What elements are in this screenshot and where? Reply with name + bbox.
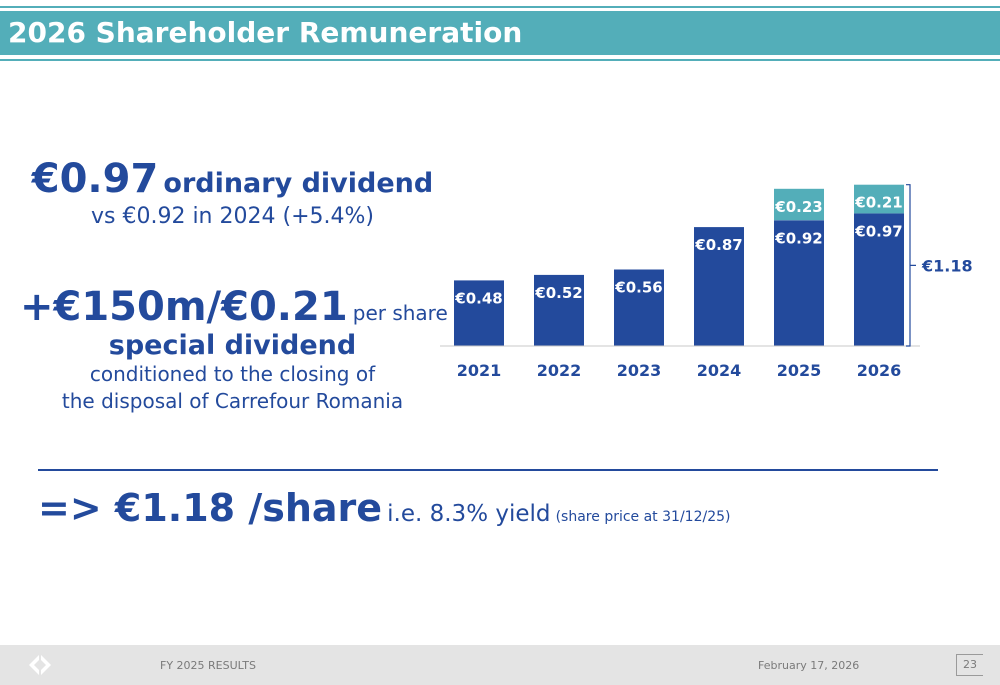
total-annotation-label: €1.18 — [921, 256, 973, 275]
header-top-rule — [0, 6, 1000, 8]
dividend-bar-chart: €0.48 2021 €0.52 2022 €0.56 2023 €0.87 2024 €0.9… — [440, 184, 973, 380]
data-label-special-2025: €0.23 — [774, 198, 822, 216]
page-number: 23 — [956, 654, 983, 676]
separator-line — [38, 469, 938, 471]
special-dividend-amount: +€150m/€0.21 — [20, 284, 348, 330]
footer-date: February 17, 2026 — [758, 659, 860, 672]
summary-note: (share price at 31/12/25) — [555, 509, 731, 525]
special-dividend-block: +€150m/€0.21 per share special dividend … — [20, 284, 448, 415]
page-title: 2026 Shareholder Remuneration — [8, 16, 523, 49]
data-label-ordinary-2021: €0.48 — [454, 289, 502, 307]
ordinary-dividend-amount: €0.97 — [31, 156, 159, 202]
bar-ordinary-2022 — [534, 274, 584, 346]
total-bracket — [906, 184, 916, 347]
x-tick-label-2023: 2023 — [617, 361, 662, 380]
special-dividend-condition-1: conditioned to the closing of — [89, 362, 376, 386]
bar-ordinary-2025 — [774, 220, 824, 346]
summary-line: => €1.18 /share i.e. 8.3% yield (share p… — [38, 486, 730, 530]
footer: FY 2025 RESULTS February 17, 2026 23 — [0, 645, 1000, 685]
x-tick-label-2022: 2022 — [537, 361, 582, 380]
title-bar: 2026 Shareholder Remuneration — [0, 11, 1000, 55]
carrefour-logo-icon — [29, 655, 51, 675]
bar-special-2025 — [774, 188, 824, 221]
data-label-ordinary-2024: €0.87 — [694, 236, 742, 254]
summary-yield: i.e. 8.3% yield — [387, 501, 551, 527]
bar-ordinary-2024 — [694, 227, 744, 346]
summary-total: => €1.18 /share — [38, 486, 383, 530]
bar-ordinary-2026 — [854, 213, 904, 346]
x-tick-label-2021: 2021 — [457, 361, 502, 380]
data-label-ordinary-2026: €0.97 — [854, 222, 902, 240]
header-bottom-rule — [0, 59, 1000, 61]
special-dividend-per-share: per share — [352, 301, 448, 325]
special-dividend-condition-2: the disposal of Carrefour Romania — [61, 389, 404, 413]
data-label-ordinary-2025: €0.92 — [774, 229, 822, 247]
data-label-ordinary-2022: €0.52 — [534, 284, 582, 302]
data-label-special-2026: €0.21 — [854, 194, 902, 212]
footer-report-name: FY 2025 RESULTS — [160, 659, 256, 672]
data-label-ordinary-2023: €0.56 — [614, 279, 662, 297]
x-tick-label-2024: 2024 — [697, 361, 742, 380]
x-tick-label-2025: 2025 — [777, 361, 822, 380]
ordinary-dividend-block: €0.97 ordinary dividend vs €0.92 in 2024… — [20, 156, 445, 229]
ordinary-dividend-label: ordinary dividend — [163, 168, 434, 199]
bar-ordinary-2023 — [614, 269, 664, 346]
ordinary-dividend-comparison: vs €0.92 in 2024 (+5.4%) — [91, 204, 374, 229]
special-dividend-label: special dividend — [108, 330, 357, 361]
x-tick-label-2026: 2026 — [857, 361, 902, 380]
bar-special-2026 — [854, 184, 904, 214]
bar-ordinary-2021 — [454, 280, 504, 346]
